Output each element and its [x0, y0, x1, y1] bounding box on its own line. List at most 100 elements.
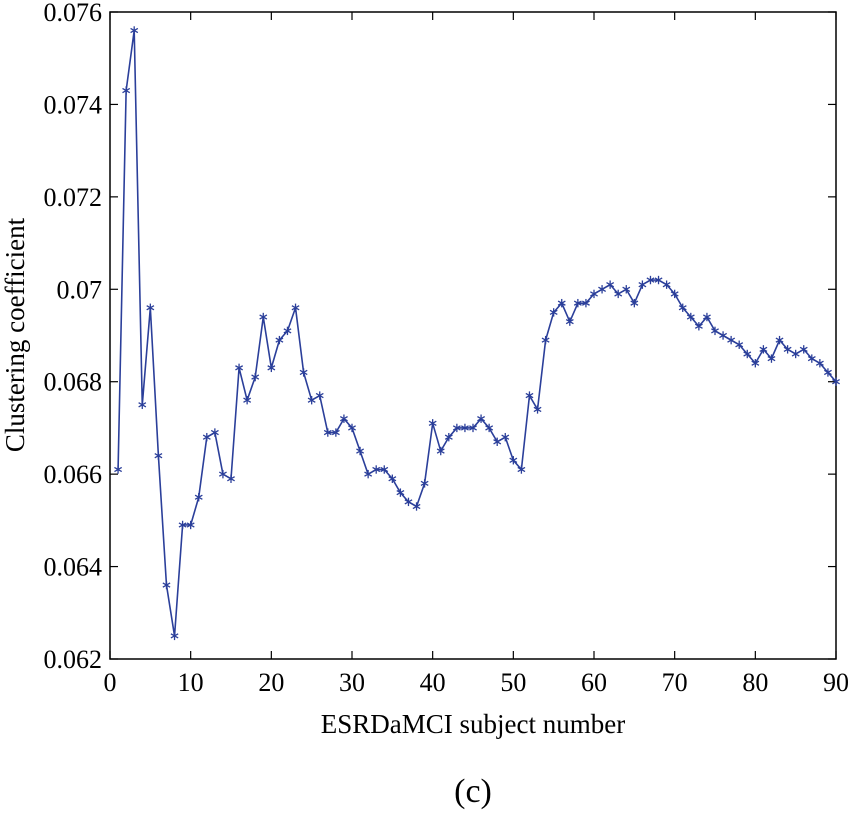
data-point-marker [598, 285, 607, 294]
data-point-marker [759, 345, 768, 354]
data-point-marker [218, 469, 227, 479]
data-point-marker [606, 280, 615, 289]
data-point-marker [501, 432, 510, 442]
data-point-marker [380, 465, 389, 474]
y-tick-label: 0.072 [44, 183, 103, 212]
data-point-marker [525, 391, 534, 400]
data-point-marker [477, 414, 486, 423]
data-point-marker [291, 303, 300, 312]
data-point-marker [638, 280, 647, 289]
data-point-marker [202, 432, 211, 442]
data-point-marker [275, 335, 284, 345]
y-tick-label: 0.074 [44, 90, 103, 119]
data-point-marker [210, 428, 219, 437]
y-tick-label: 0.064 [44, 553, 103, 582]
axis-ticks [109, 11, 837, 660]
data-point-marker [678, 303, 687, 312]
data-point-marker [420, 479, 429, 488]
series-line [117, 30, 837, 637]
data-point-marker [533, 405, 542, 414]
data-point-marker [154, 451, 163, 460]
data-point-marker [711, 326, 719, 336]
data-point-marker [823, 368, 832, 377]
data-point-marker [702, 312, 711, 322]
data-point-marker [267, 363, 276, 373]
data-point-marker [469, 423, 477, 433]
data-point-marker [243, 396, 252, 405]
data-point-marker [694, 322, 703, 331]
x-tick-label: 20 [258, 668, 284, 697]
data-point-marker [622, 285, 631, 294]
x-tick-label: 70 [662, 668, 688, 697]
data-point-marker [799, 345, 808, 354]
plot-frame [109, 11, 837, 660]
data-point-marker [299, 368, 308, 377]
data-point-marker [235, 363, 244, 373]
data-point-marker [767, 354, 776, 363]
data-point-marker [630, 298, 639, 308]
data-point-marker [557, 298, 566, 308]
data-point-marker [743, 349, 752, 359]
data-point-marker [348, 423, 356, 433]
data-point-marker [670, 289, 679, 299]
y-tick-label: 0.076 [44, 0, 103, 27]
data-point-marker [662, 280, 671, 289]
y-axis-label: Clustering coefficient [0, 217, 30, 452]
data-point-marker [339, 414, 348, 423]
data-point-marker [654, 275, 663, 285]
data-point-marker [396, 488, 405, 497]
data-point-marker [162, 580, 171, 590]
data-point-marker [832, 377, 840, 386]
data-point-marker [807, 354, 816, 363]
data-point-marker [194, 493, 203, 502]
data-point-marker [815, 359, 824, 368]
data-point-marker [452, 423, 461, 433]
data-point-marker [735, 340, 744, 349]
data-point-marker [581, 298, 590, 308]
data-point-marker [323, 428, 332, 437]
x-axis-label: ESRDaMCI subject number [321, 709, 625, 739]
data-point-marker [541, 335, 550, 345]
data-point-marker [727, 335, 736, 345]
data-point-marker [251, 372, 260, 382]
data-point-marker [356, 446, 365, 456]
data-point-marker [283, 326, 292, 336]
data-point-marker [517, 465, 526, 474]
data-point-marker [178, 520, 187, 530]
data-point-marker [170, 631, 179, 641]
data-point-marker [259, 312, 268, 322]
data-point-marker [751, 359, 760, 368]
data-point-marker [138, 400, 147, 410]
data-point-marker [783, 345, 792, 354]
x-tick-label: 40 [420, 668, 446, 697]
data-point-marker [436, 446, 445, 456]
x-tick-label: 30 [339, 668, 365, 697]
data-point-marker [186, 520, 195, 530]
data-point-marker [114, 465, 123, 474]
data-point-marker [565, 317, 574, 326]
data-point-marker [122, 86, 131, 95]
series-markers [114, 26, 840, 641]
axis-tick-labels: 0 10 20 30 40 50 60 70 80 90 0.062 0.064 0.066 0.068 0… [44, 0, 850, 697]
data-point-marker [412, 502, 421, 511]
data-point-marker [428, 419, 437, 428]
x-tick-label: 80 [742, 668, 768, 697]
x-tick-label: 10 [178, 668, 204, 697]
data-point-marker [444, 432, 453, 442]
data-point-marker [146, 303, 155, 312]
data-point-marker [590, 289, 598, 299]
x-tick-label: 60 [581, 668, 607, 697]
data-point-marker [460, 423, 469, 433]
data-point-marker [549, 308, 558, 317]
data-point-marker [509, 456, 518, 465]
data-point-marker [646, 275, 655, 285]
data-point-marker [775, 335, 784, 345]
data-point-marker [614, 289, 623, 299]
y-tick-label: 0.07 [57, 275, 103, 304]
data-point-marker [485, 423, 494, 433]
data-point-marker [791, 349, 800, 359]
data-point-marker [364, 469, 373, 479]
data-point-marker [404, 497, 413, 507]
data-point-marker [227, 474, 235, 483]
